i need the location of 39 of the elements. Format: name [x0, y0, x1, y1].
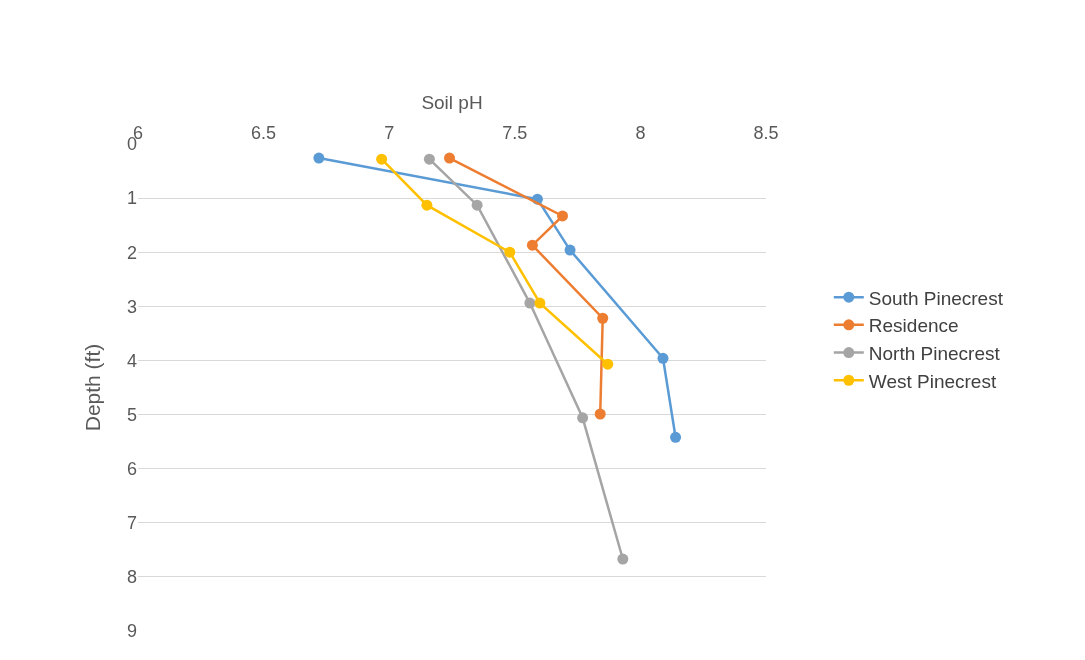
point	[421, 199, 433, 211]
point	[594, 408, 606, 420]
y-tick-label: 2	[126, 242, 137, 263]
legend-label: Residence	[868, 315, 959, 337]
y-tick-label: 5	[126, 404, 137, 425]
point	[577, 412, 589, 424]
point	[617, 553, 629, 565]
x-axis-title: Soil pH	[421, 92, 483, 114]
point	[534, 297, 546, 309]
point	[526, 239, 538, 251]
legend-label: West Pinecrest	[868, 370, 997, 392]
y-tick-label: 9	[126, 621, 137, 642]
x-tick-label: 8.5	[753, 123, 779, 144]
point	[423, 153, 435, 165]
point	[557, 210, 569, 222]
point	[504, 246, 516, 258]
legend-label: South Pinecrest	[868, 287, 1004, 309]
y-tick-label: 4	[126, 350, 137, 371]
y-tick-label: 3	[126, 296, 137, 317]
point	[443, 152, 455, 164]
x-tick-label: 7	[384, 123, 395, 144]
y-axis-title: Depth (ft)	[81, 343, 105, 432]
y-tick-label: 8	[126, 567, 137, 588]
x-tick-label: 7.5	[502, 123, 528, 144]
point	[597, 312, 609, 324]
x-tick-label: 6.5	[251, 123, 277, 144]
y-tick-label: 1	[126, 188, 137, 209]
point	[524, 297, 536, 309]
point	[602, 358, 614, 370]
point	[471, 199, 483, 211]
point	[670, 431, 682, 443]
point	[376, 153, 388, 165]
point	[564, 244, 576, 256]
y-tick-label: 7	[126, 513, 137, 534]
y-tick-label: 6	[126, 458, 137, 479]
legend-label: North Pinecrest	[868, 342, 1001, 364]
point	[657, 352, 669, 364]
point	[313, 152, 325, 164]
x-tick-label: 8	[635, 123, 646, 144]
